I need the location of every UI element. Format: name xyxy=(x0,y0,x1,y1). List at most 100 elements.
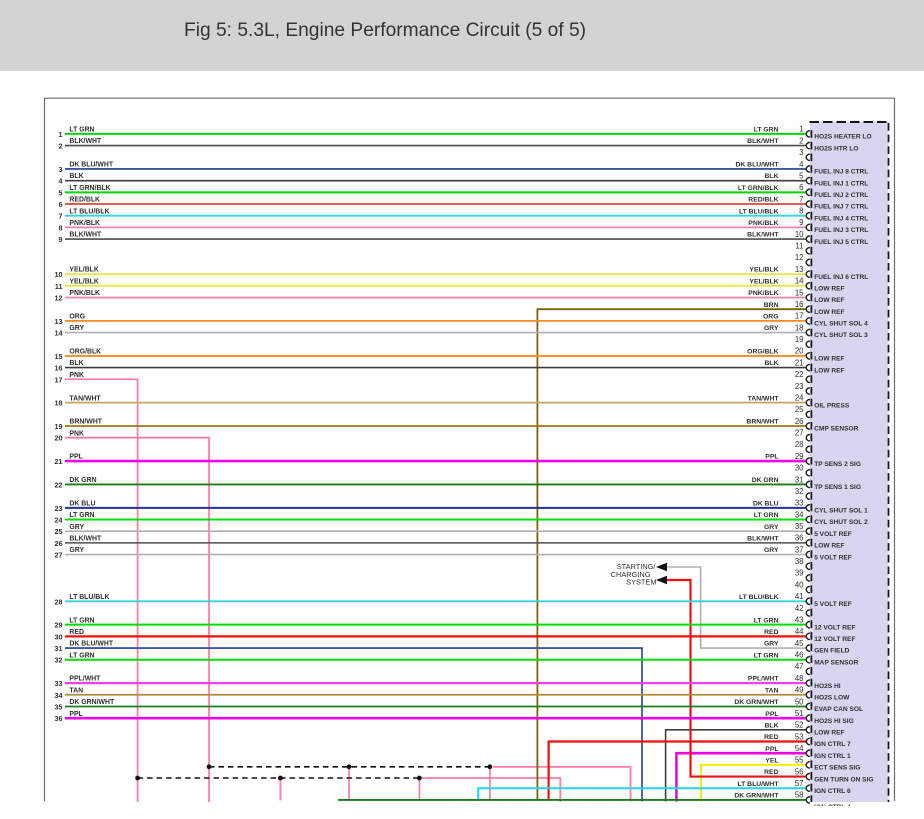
svg-text:52: 52 xyxy=(795,721,804,730)
svg-text:HO2S HI: HO2S HI xyxy=(814,683,841,690)
svg-text:FUEL INJ 1 CTRL: FUEL INJ 1 CTRL xyxy=(814,180,868,187)
svg-text:LOW REF: LOW REF xyxy=(814,356,844,363)
svg-text:2: 2 xyxy=(59,142,63,151)
svg-text:55: 55 xyxy=(795,756,804,765)
svg-text:BRN/WHT: BRN/WHT xyxy=(746,419,779,426)
svg-text:21: 21 xyxy=(55,457,63,466)
svg-text:9: 9 xyxy=(799,218,803,227)
svg-text:28: 28 xyxy=(55,597,63,606)
svg-text:OIL PRESS: OIL PRESS xyxy=(814,402,850,409)
svg-text:8: 8 xyxy=(59,223,63,232)
svg-text:13: 13 xyxy=(795,265,804,274)
svg-text:GRY: GRY xyxy=(69,325,84,332)
svg-text:GRY: GRY xyxy=(764,524,779,531)
svg-text:53: 53 xyxy=(795,732,804,741)
svg-text:IGN CTRL 6: IGN CTRL 6 xyxy=(814,788,851,795)
svg-text:PPL: PPL xyxy=(765,711,778,718)
svg-text:10: 10 xyxy=(55,270,63,279)
svg-text:50: 50 xyxy=(795,697,804,706)
svg-text:TP SENS 1 SIG: TP SENS 1 SIG xyxy=(814,484,861,491)
svg-text:1: 1 xyxy=(799,125,803,134)
svg-text:30: 30 xyxy=(55,632,63,641)
svg-text:5 VOLT REF: 5 VOLT REF xyxy=(814,531,852,538)
svg-text:24: 24 xyxy=(55,516,63,525)
svg-text:43: 43 xyxy=(795,615,804,624)
svg-text:26: 26 xyxy=(795,417,804,426)
svg-text:ECT SENS SIG: ECT SENS SIG xyxy=(814,765,860,772)
svg-text:20: 20 xyxy=(55,434,63,443)
svg-text:FUEL INJ 3 CTRL: FUEL INJ 3 CTRL xyxy=(814,227,868,234)
svg-text:15: 15 xyxy=(795,288,804,297)
svg-text:DK BLU: DK BLU xyxy=(69,500,95,507)
svg-text:PPL: PPL xyxy=(765,746,778,753)
svg-text:57: 57 xyxy=(795,779,804,788)
svg-text:41: 41 xyxy=(795,592,804,601)
svg-text:BLK/WHT: BLK/WHT xyxy=(69,535,102,542)
svg-text:29: 29 xyxy=(795,452,804,461)
svg-text:DK GRN/WHT: DK GRN/WHT xyxy=(734,793,779,800)
svg-text:BLK: BLK xyxy=(69,173,83,180)
svg-text:27: 27 xyxy=(55,551,63,560)
svg-text:26: 26 xyxy=(55,539,63,548)
svg-text:PPL: PPL xyxy=(765,454,778,461)
svg-text:RED/BLK: RED/BLK xyxy=(748,197,778,204)
svg-text:LT GRN: LT GRN xyxy=(69,617,94,624)
svg-text:7: 7 xyxy=(799,195,803,204)
svg-text:LOW REF: LOW REF xyxy=(814,367,844,374)
svg-text:51: 51 xyxy=(795,709,804,718)
svg-text:YEL/BLK: YEL/BLK xyxy=(749,278,778,285)
svg-text:24: 24 xyxy=(795,393,804,402)
svg-text:CYL SHUT SOL 2: CYL SHUT SOL 2 xyxy=(814,519,868,526)
svg-text:CHARGING: CHARGING xyxy=(611,570,651,579)
svg-text:32: 32 xyxy=(795,487,804,496)
svg-text:DK BLU/WHT: DK BLU/WHT xyxy=(735,162,779,169)
svg-text:2: 2 xyxy=(799,136,803,145)
svg-text:LT BLU/BLK: LT BLU/BLK xyxy=(69,594,109,601)
svg-text:12 VOLT REF: 12 VOLT REF xyxy=(814,636,855,643)
svg-text:LT GRN: LT GRN xyxy=(754,127,779,134)
svg-text:PNK/BLK: PNK/BLK xyxy=(748,220,778,227)
svg-text:36: 36 xyxy=(55,714,63,723)
svg-text:YEL: YEL xyxy=(765,757,778,764)
svg-text:BLK/WHT: BLK/WHT xyxy=(747,138,779,145)
svg-text:6: 6 xyxy=(59,200,63,209)
svg-text:DK GRN: DK GRN xyxy=(752,477,779,484)
svg-text:46: 46 xyxy=(795,651,804,660)
svg-text:RED: RED xyxy=(764,629,778,636)
svg-text:20: 20 xyxy=(795,347,804,356)
svg-text:ORG: ORG xyxy=(69,313,85,320)
svg-text:BLK: BLK xyxy=(765,173,779,180)
svg-text:18: 18 xyxy=(795,323,804,332)
svg-text:EVAP CAN SOL: EVAP CAN SOL xyxy=(814,706,863,713)
svg-text:RED: RED xyxy=(764,769,778,776)
svg-text:FUEL INJ 5 CTRL: FUEL INJ 5 CTRL xyxy=(814,239,868,246)
svg-text:LOW REF: LOW REF xyxy=(814,286,844,293)
svg-text:YEL/BLK: YEL/BLK xyxy=(69,278,99,285)
svg-text:40: 40 xyxy=(795,580,804,589)
svg-text:1: 1 xyxy=(59,130,63,139)
svg-text:12 VOLT REF: 12 VOLT REF xyxy=(814,624,855,631)
svg-text:6: 6 xyxy=(799,183,803,192)
svg-text:31: 31 xyxy=(55,644,63,653)
svg-text:FUEL INJ 4 CTRL: FUEL INJ 4 CTRL xyxy=(814,215,868,222)
svg-text:38: 38 xyxy=(795,557,804,566)
svg-text:27: 27 xyxy=(795,429,804,438)
svg-text:45: 45 xyxy=(795,639,804,648)
svg-text:BLK/WHT: BLK/WHT xyxy=(747,232,779,239)
svg-text:12: 12 xyxy=(55,293,63,302)
svg-text:23: 23 xyxy=(55,504,63,513)
svg-text:16: 16 xyxy=(795,300,804,309)
svg-text:47: 47 xyxy=(795,662,804,671)
svg-text:LOW REF: LOW REF xyxy=(814,730,844,737)
svg-text:TP SENS 2 SIG: TP SENS 2 SIG xyxy=(814,461,861,468)
svg-text:CYL SHUT SOL 4: CYL SHUT SOL 4 xyxy=(814,321,868,328)
svg-text:LT BLU/WHT: LT BLU/WHT xyxy=(737,781,779,788)
svg-text:GRY: GRY xyxy=(764,547,779,554)
svg-text:ORG/BLK: ORG/BLK xyxy=(69,349,101,356)
svg-text:25: 25 xyxy=(55,527,63,536)
svg-text:GRY: GRY xyxy=(69,524,84,531)
svg-text:19: 19 xyxy=(55,422,63,431)
svg-text:TAN/WHT: TAN/WHT xyxy=(748,395,780,402)
svg-text:17: 17 xyxy=(55,375,63,384)
svg-text:28: 28 xyxy=(795,440,804,449)
